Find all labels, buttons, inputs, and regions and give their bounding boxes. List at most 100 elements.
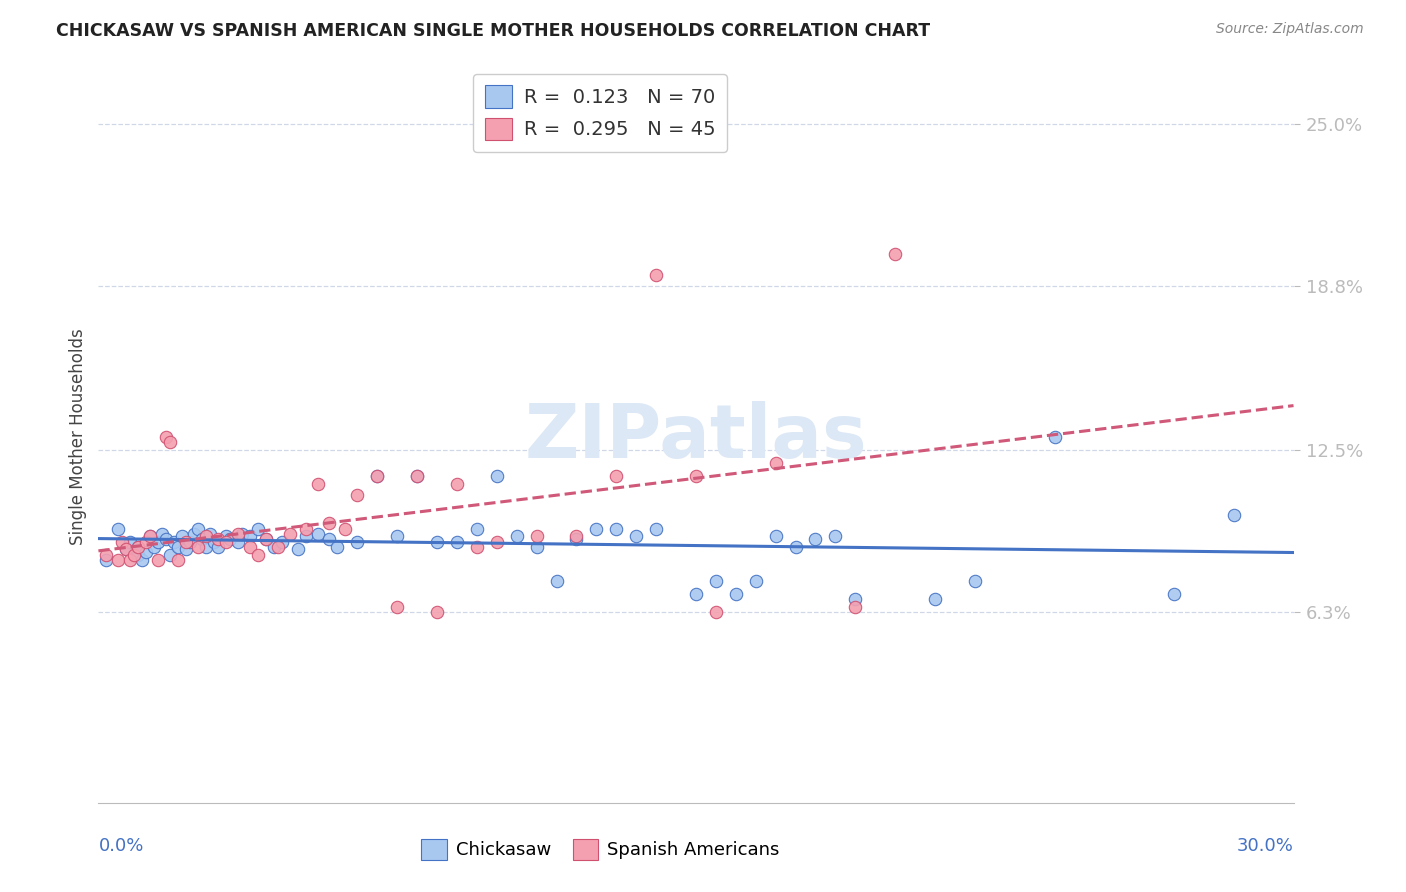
Point	[426, 534, 449, 549]
Point	[1043, 430, 1066, 444]
Point	[124, 548, 146, 562]
Point	[215, 529, 238, 543]
Point	[127, 540, 149, 554]
Point	[406, 469, 429, 483]
Point	[1223, 508, 1246, 523]
Point	[198, 526, 221, 541]
Point	[254, 532, 277, 546]
Point	[155, 532, 177, 546]
Text: Source: ZipAtlas.com: Source: ZipAtlas.com	[1216, 22, 1364, 37]
Point	[96, 548, 118, 562]
Point	[506, 529, 529, 543]
Point	[167, 553, 190, 567]
Point	[135, 545, 157, 559]
Text: ZIPatlas: ZIPatlas	[524, 401, 868, 474]
Point	[406, 469, 429, 483]
Point	[963, 574, 986, 588]
Point	[139, 529, 162, 543]
Point	[159, 548, 181, 562]
Point	[139, 529, 162, 543]
Point	[645, 268, 668, 282]
Point	[246, 548, 269, 562]
Point	[307, 526, 329, 541]
Point	[207, 540, 229, 554]
Point	[187, 540, 209, 554]
Point	[765, 529, 787, 543]
Point	[135, 534, 157, 549]
Point	[127, 540, 149, 554]
Point	[219, 532, 242, 546]
Point	[884, 247, 907, 261]
Point	[202, 534, 225, 549]
Point	[226, 534, 249, 549]
Point	[267, 540, 290, 554]
Point	[183, 526, 205, 541]
Point	[765, 456, 787, 470]
Point	[270, 534, 292, 549]
Point	[239, 529, 262, 543]
Point	[605, 469, 627, 483]
Point	[215, 534, 238, 549]
Point	[191, 532, 214, 546]
Point	[626, 529, 648, 543]
Point	[150, 526, 173, 541]
Point	[844, 599, 866, 614]
Point	[254, 532, 277, 546]
Point	[231, 526, 253, 541]
Point	[346, 534, 368, 549]
Point	[465, 521, 488, 535]
Text: CHICKASAW VS SPANISH AMERICAN SINGLE MOTHER HOUSEHOLDS CORRELATION CHART: CHICKASAW VS SPANISH AMERICAN SINGLE MOT…	[56, 22, 931, 40]
Point	[318, 532, 340, 546]
Point	[111, 534, 134, 549]
Point	[645, 521, 668, 535]
Point	[148, 534, 170, 549]
Point	[174, 534, 197, 549]
Point	[179, 534, 201, 549]
Point	[127, 548, 149, 562]
Point	[246, 521, 269, 535]
Point	[485, 469, 508, 483]
Point	[924, 592, 946, 607]
Point	[385, 529, 409, 543]
Point	[724, 587, 747, 601]
Point	[278, 526, 301, 541]
Point	[844, 592, 866, 607]
Point	[263, 540, 285, 554]
Point	[120, 553, 142, 567]
Point	[585, 521, 607, 535]
Point	[131, 553, 153, 567]
Point	[174, 542, 197, 557]
Point	[115, 542, 138, 557]
Point	[107, 521, 129, 535]
Point	[546, 574, 568, 588]
Point	[704, 574, 727, 588]
Point	[148, 553, 170, 567]
Point	[326, 540, 349, 554]
Point	[294, 529, 316, 543]
Text: 30.0%: 30.0%	[1237, 837, 1294, 855]
Point	[465, 540, 488, 554]
Point	[526, 540, 548, 554]
Point	[804, 532, 827, 546]
Point	[115, 542, 138, 557]
Point	[565, 532, 588, 546]
Point	[172, 529, 194, 543]
Text: 0.0%: 0.0%	[98, 837, 143, 855]
Point	[605, 521, 627, 535]
Point	[366, 469, 388, 483]
Point	[143, 540, 166, 554]
Point	[785, 540, 807, 554]
Point	[195, 540, 218, 554]
Point	[685, 587, 707, 601]
Point	[226, 526, 249, 541]
Point	[187, 521, 209, 535]
Point	[745, 574, 768, 588]
Point	[107, 553, 129, 567]
Point	[704, 605, 727, 619]
Point	[318, 516, 340, 531]
Point	[426, 605, 449, 619]
Point	[287, 542, 309, 557]
Point	[294, 521, 316, 535]
Point	[335, 521, 357, 535]
Point	[526, 529, 548, 543]
